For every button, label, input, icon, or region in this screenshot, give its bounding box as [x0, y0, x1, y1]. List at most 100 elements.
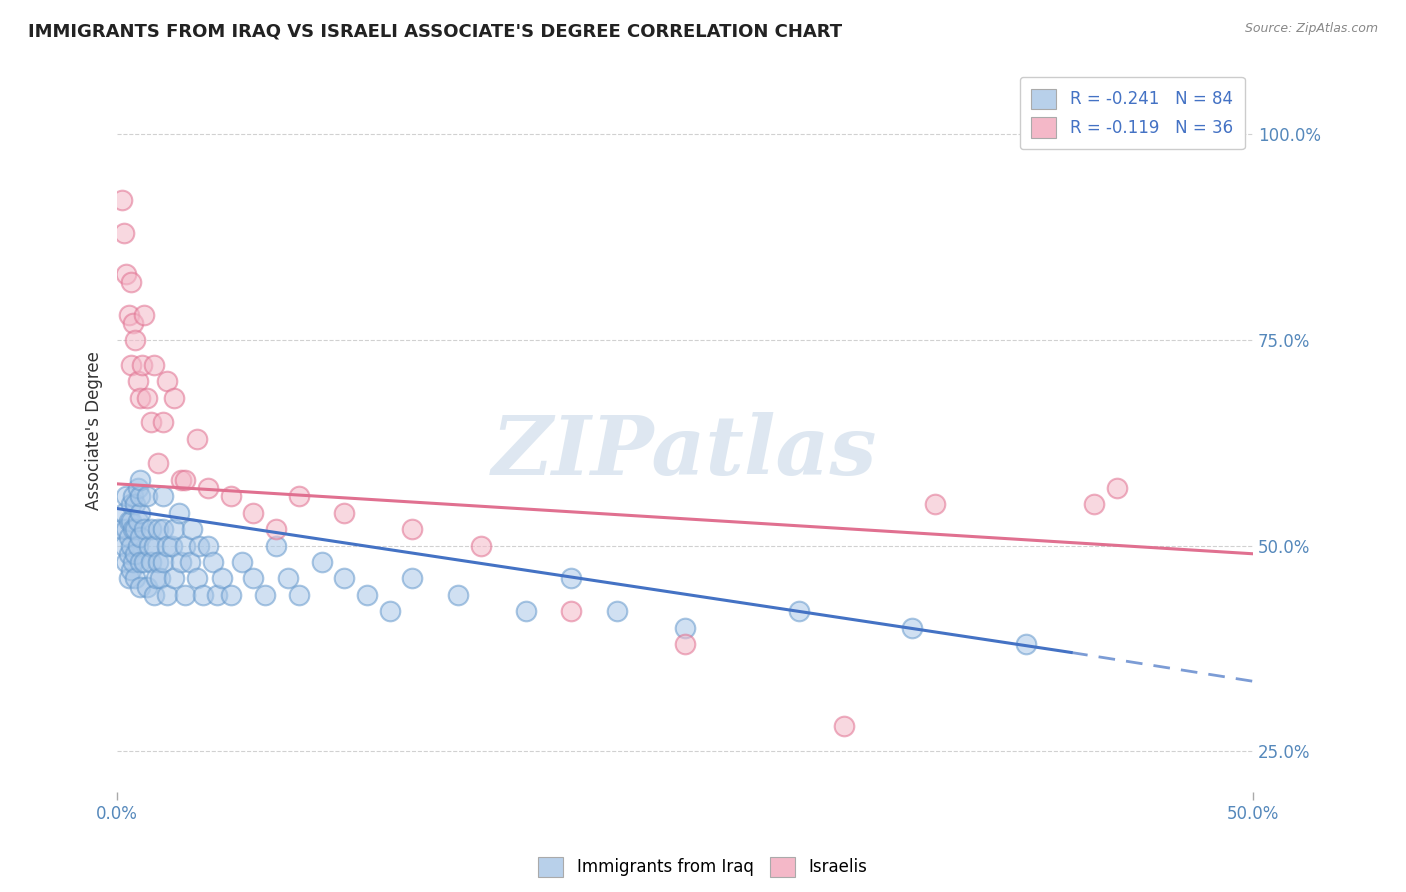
Point — [152, 522, 174, 536]
Point — [181, 522, 204, 536]
Point — [115, 267, 138, 281]
Point — [122, 317, 145, 331]
Point — [378, 604, 401, 618]
Point — [170, 473, 193, 487]
Point — [112, 506, 135, 520]
Point — [142, 358, 165, 372]
Point — [142, 588, 165, 602]
Point — [111, 522, 134, 536]
Point — [186, 571, 208, 585]
Point — [470, 539, 492, 553]
Point — [120, 358, 142, 372]
Point — [112, 226, 135, 240]
Point — [193, 588, 215, 602]
Point — [145, 571, 167, 585]
Point — [127, 514, 149, 528]
Point — [124, 547, 146, 561]
Point — [141, 522, 163, 536]
Y-axis label: Associate's Degree: Associate's Degree — [86, 351, 103, 510]
Point — [277, 571, 299, 585]
Point — [356, 588, 378, 602]
Point — [174, 473, 197, 487]
Point — [311, 555, 333, 569]
Point — [152, 555, 174, 569]
Point — [117, 514, 139, 528]
Point — [120, 514, 142, 528]
Point — [174, 588, 197, 602]
Point — [124, 522, 146, 536]
Point — [174, 539, 197, 553]
Point — [117, 530, 139, 544]
Point — [606, 604, 628, 618]
Point — [124, 333, 146, 347]
Point — [170, 555, 193, 569]
Point — [163, 391, 186, 405]
Point — [156, 539, 179, 553]
Point — [129, 530, 152, 544]
Point — [160, 539, 183, 553]
Legend: Immigrants from Iraq, Israelis: Immigrants from Iraq, Israelis — [531, 850, 875, 884]
Point — [219, 489, 242, 503]
Point — [127, 374, 149, 388]
Point — [924, 497, 946, 511]
Point — [264, 539, 287, 553]
Point — [163, 571, 186, 585]
Point — [129, 555, 152, 569]
Point — [117, 308, 139, 322]
Point — [117, 571, 139, 585]
Point — [131, 358, 153, 372]
Point — [115, 489, 138, 503]
Point — [134, 308, 156, 322]
Point — [242, 571, 264, 585]
Point — [253, 588, 276, 602]
Point — [447, 588, 470, 602]
Point — [560, 604, 582, 618]
Point — [134, 555, 156, 569]
Point — [122, 555, 145, 569]
Point — [141, 415, 163, 429]
Point — [560, 571, 582, 585]
Point — [111, 193, 134, 207]
Point — [197, 481, 219, 495]
Point — [134, 522, 156, 536]
Point — [186, 432, 208, 446]
Point — [1083, 497, 1105, 511]
Point — [167, 506, 190, 520]
Point — [156, 588, 179, 602]
Point — [333, 571, 356, 585]
Point — [117, 547, 139, 561]
Point — [146, 522, 169, 536]
Point — [127, 539, 149, 553]
Point — [1015, 637, 1038, 651]
Point — [120, 539, 142, 553]
Text: IMMIGRANTS FROM IRAQ VS ISRAELI ASSOCIATE'S DEGREE CORRELATION CHART: IMMIGRANTS FROM IRAQ VS ISRAELI ASSOCIAT… — [28, 22, 842, 40]
Point — [146, 555, 169, 569]
Point — [188, 539, 211, 553]
Point — [142, 539, 165, 553]
Point — [205, 588, 228, 602]
Point — [135, 391, 157, 405]
Text: Source: ZipAtlas.com: Source: ZipAtlas.com — [1244, 22, 1378, 36]
Legend: R = -0.241   N = 84, R = -0.119   N = 36: R = -0.241 N = 84, R = -0.119 N = 36 — [1019, 77, 1244, 149]
Point — [242, 506, 264, 520]
Point — [120, 563, 142, 577]
Point — [146, 456, 169, 470]
Point — [401, 571, 423, 585]
Point — [673, 637, 696, 651]
Point — [138, 539, 160, 553]
Point — [120, 276, 142, 290]
Point — [163, 522, 186, 536]
Point — [1105, 481, 1128, 495]
Point — [120, 497, 142, 511]
Point — [401, 522, 423, 536]
Point — [135, 580, 157, 594]
Point — [129, 580, 152, 594]
Point — [901, 621, 924, 635]
Point — [129, 473, 152, 487]
Point — [333, 506, 356, 520]
Point — [152, 415, 174, 429]
Point — [115, 555, 138, 569]
Point — [219, 588, 242, 602]
Point — [124, 571, 146, 585]
Point — [231, 555, 253, 569]
